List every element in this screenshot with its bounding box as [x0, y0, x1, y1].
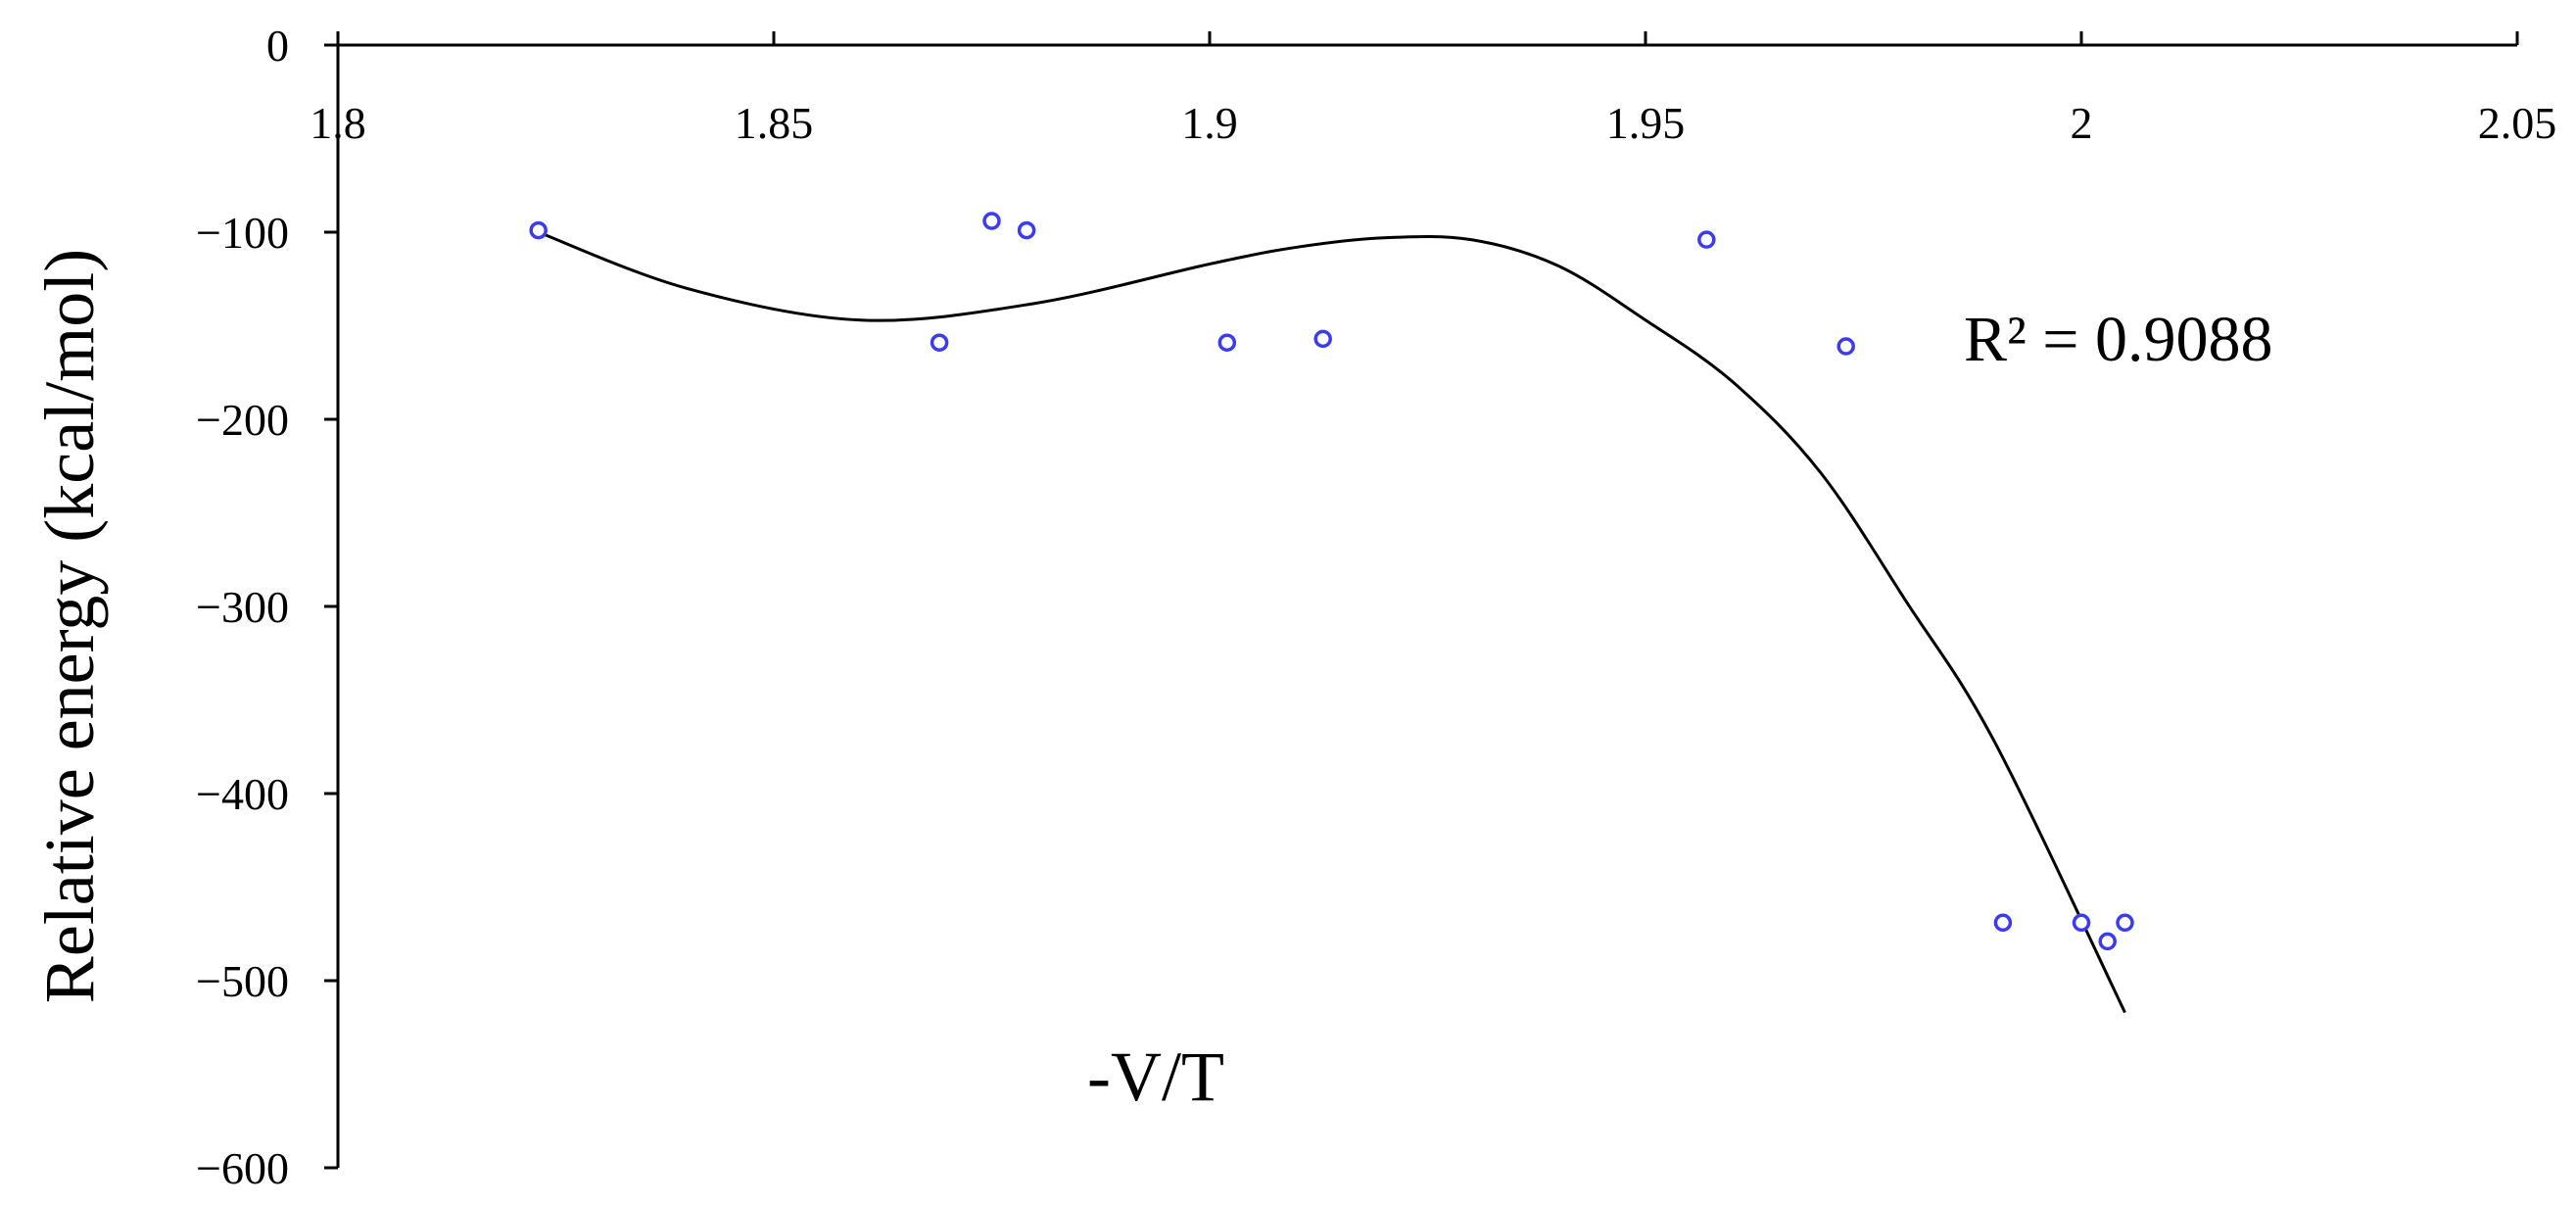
data-point — [1217, 333, 1237, 352]
x-tick-label: 2 — [2071, 98, 2093, 148]
x-axis-ticks: 1.8 1.85 1.9 1.95 2 2.05 — [310, 31, 2556, 148]
y-axis-ticks: 0 −100 −200 −300 −400 −500 −600 — [196, 21, 338, 1193]
x-tick-label: 1.9 — [1181, 98, 1238, 148]
data-point — [982, 212, 1001, 230]
x-tick-label: 1.95 — [1606, 98, 1686, 148]
data-point — [529, 220, 548, 240]
y-tick-label: 0 — [266, 21, 289, 71]
trendline-group — [538, 230, 2126, 1014]
data-point — [930, 333, 949, 352]
y-tick-label: −500 — [196, 956, 289, 1006]
axes — [336, 43, 2517, 1168]
data-point — [1017, 220, 1036, 240]
y-axis-label: Relative energy (kcal/mol) — [30, 249, 109, 1003]
x-tick-label: 1.8 — [310, 98, 366, 148]
x-tick-label: 1.85 — [735, 98, 814, 148]
r-squared-annotation: R² = 0.9088 — [1964, 304, 2273, 375]
data-point — [2072, 913, 2091, 933]
trendline — [538, 230, 2126, 1014]
data-point — [1697, 230, 1716, 249]
x-tick-label: 2.05 — [2478, 98, 2557, 148]
y-tick-label: −200 — [196, 395, 289, 445]
y-tick-label: −300 — [196, 582, 289, 632]
y-tick-label: −600 — [196, 1143, 289, 1193]
data-point — [1993, 913, 2013, 933]
data-points — [529, 212, 2134, 951]
data-point — [1313, 329, 1332, 349]
data-point — [2116, 913, 2134, 933]
data-point — [2098, 932, 2117, 951]
data-point — [1837, 337, 1855, 356]
y-tick-label: −400 — [196, 769, 289, 819]
y-tick-label: −100 — [196, 208, 289, 258]
x-axis-label: -V/T — [1087, 1037, 1224, 1116]
